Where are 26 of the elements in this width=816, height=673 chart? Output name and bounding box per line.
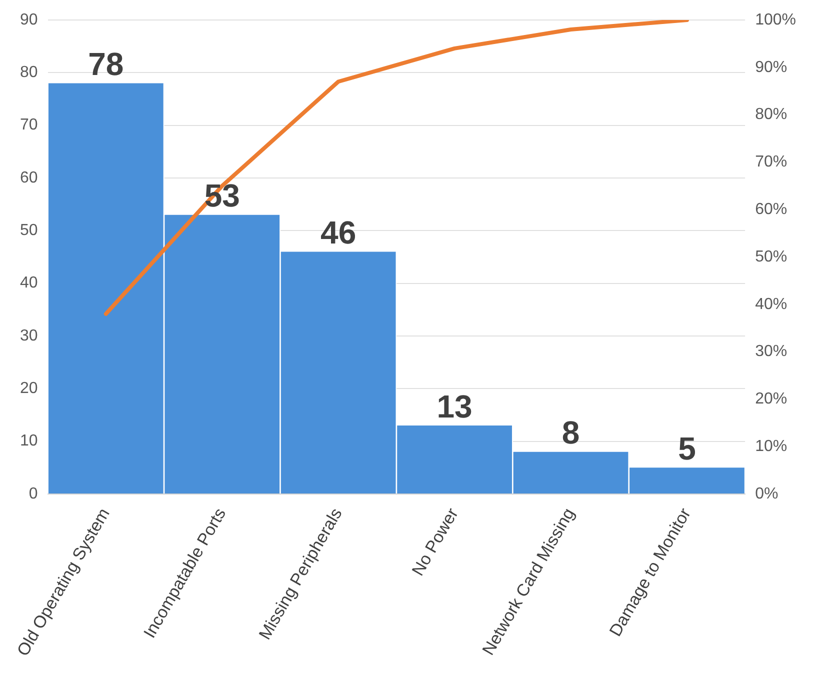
y-tick-label: 50 [20, 222, 38, 240]
y-tick-label: 70 [20, 116, 38, 134]
y2-tick-label: 0% [755, 485, 778, 502]
data-label: 8 [562, 414, 580, 451]
y2-tick-label: 70% [755, 154, 788, 171]
y-tick-label: 40 [20, 274, 38, 292]
data-label: 13 [436, 388, 472, 424]
y-tick-label: 10 [20, 432, 38, 450]
data-label: 5 [678, 430, 696, 466]
y2-tick-label: 20% [755, 390, 788, 408]
y2-tick-label: 10% [755, 438, 788, 455]
y2-tick-label: 30% [755, 343, 788, 360]
y2-tick-label: 60% [755, 200, 788, 218]
y-tick-label: 60 [20, 169, 38, 186]
y-tick-label: 30 [20, 327, 38, 344]
y2-tick-label: 80% [755, 106, 788, 124]
y-tick-label: 90 [20, 11, 38, 28]
y-tick-label: 20 [20, 380, 38, 398]
data-label: 78 [88, 46, 124, 82]
y-tick-label: 80 [20, 64, 38, 82]
data-label: 46 [320, 214, 356, 251]
y2-tick-label: 50% [755, 248, 788, 266]
y2-tick-label: 90% [755, 58, 788, 76]
y-tick-label: 0 [28, 485, 38, 502]
y2-tick-label: 100% [755, 11, 796, 28]
y2-tick-label: 40% [755, 296, 788, 313]
